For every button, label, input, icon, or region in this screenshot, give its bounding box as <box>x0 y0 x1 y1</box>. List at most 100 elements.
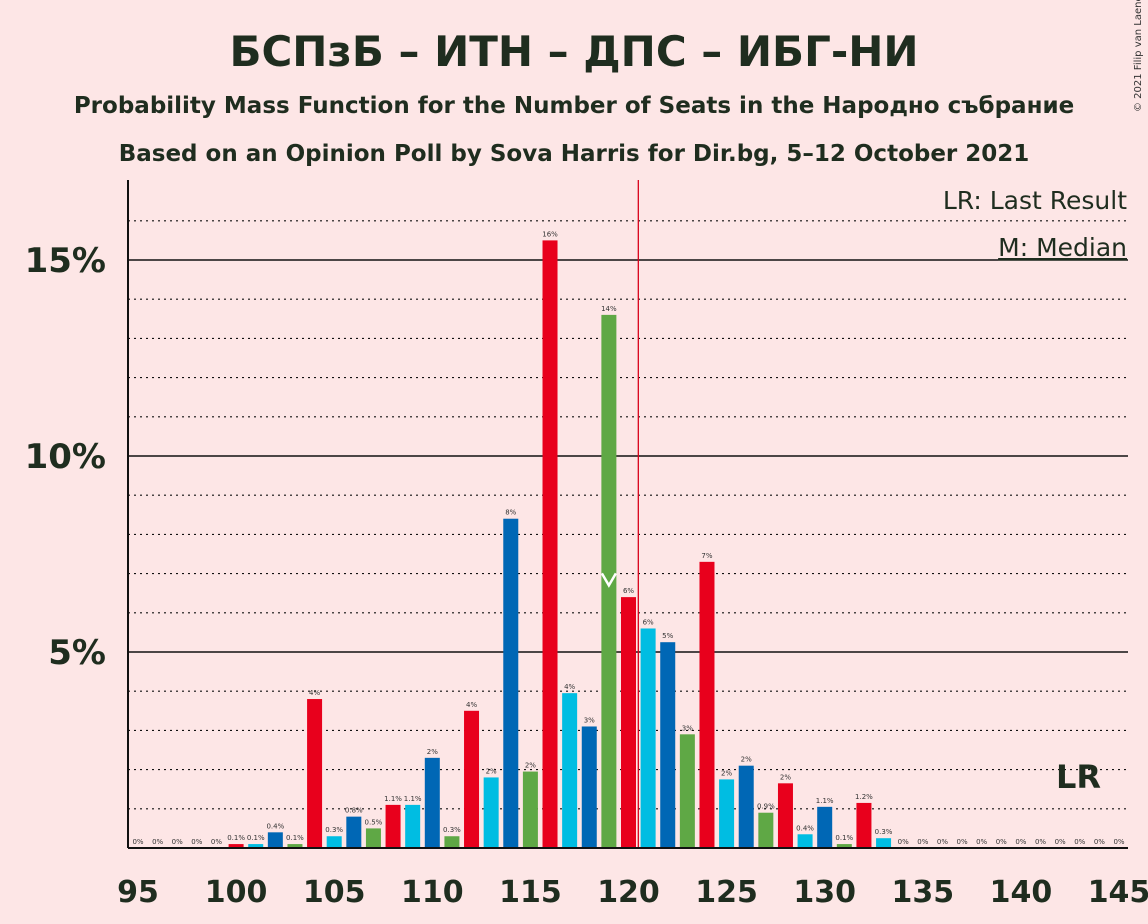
bar-121 <box>640 628 656 848</box>
data-label-128: 2% <box>780 773 791 781</box>
bar-109 <box>405 804 421 848</box>
bar-104 <box>307 699 323 848</box>
data-label-130: 1.1% <box>816 797 834 805</box>
data-label-135: 0% <box>917 838 928 846</box>
x-tick-label: 95 <box>117 875 159 910</box>
data-label-115: 2% <box>525 762 536 770</box>
y-tick-label: 5% <box>48 633 106 673</box>
bar-114 <box>503 518 519 848</box>
bar-124 <box>699 561 715 848</box>
x-tick-label: 100 <box>205 875 268 910</box>
x-tick-label: 120 <box>597 875 660 910</box>
bar-120 <box>621 597 636 848</box>
data-label-107: 0.5% <box>365 818 383 826</box>
data-label-125: 2% <box>721 769 732 777</box>
bar-106 <box>346 816 362 848</box>
data-label-99: 0% <box>211 838 222 846</box>
bar-117 <box>562 693 578 848</box>
data-label-118: 3% <box>584 716 595 724</box>
bar-115 <box>522 771 538 848</box>
axes-layer: 5% 10% 15% 95 100 105 110 115 120 125 130 135 140 145 <box>25 180 1148 910</box>
data-label-127: 0.9% <box>757 803 775 811</box>
data-labels-layer: 0% 0% 0% 0% 0% 0.1% 0.1%0.4%0.1%4%0.3%0.8%0.5%… <box>132 230 1124 846</box>
bar-126 <box>738 765 754 848</box>
data-label-139: 0% <box>996 838 1007 846</box>
data-label-120: 6% <box>623 587 634 595</box>
data-label-129: 0.4% <box>796 824 814 832</box>
data-label-123: 3% <box>682 724 693 732</box>
bar-105 <box>326 836 342 848</box>
copyright-text: © 2021 Filip van Laenen <box>1133 0 1144 112</box>
bar-103 <box>287 844 303 848</box>
x-tick-label: 105 <box>303 875 366 910</box>
x-tick-label: 135 <box>891 875 954 910</box>
bar-118 <box>581 726 597 848</box>
data-label-103: 0.1% <box>286 834 304 842</box>
data-label-110: 2% <box>427 748 438 756</box>
data-label-102: 0.4% <box>266 822 284 830</box>
bar-127 <box>758 812 774 848</box>
bar-133 <box>876 838 892 848</box>
data-label-132: 1.2% <box>855 793 873 801</box>
bar-110 <box>424 757 440 848</box>
data-label-124: 7% <box>701 552 712 560</box>
bar-122 <box>660 642 676 848</box>
legend-last-result: LR: Last Result <box>943 186 1127 215</box>
median-marker <box>600 572 617 588</box>
data-label-136: 0% <box>937 838 948 846</box>
data-label-105: 0.3% <box>325 826 343 834</box>
bar-128 <box>777 783 793 848</box>
data-label-117: 4% <box>564 683 575 691</box>
chart-title: БСПзБ – ИТН – ДПС – ИБГ-НИ <box>229 27 918 76</box>
data-label-108: 1.1% <box>384 795 402 803</box>
bar-130 <box>817 806 833 848</box>
data-label-145: 0% <box>1113 838 1124 846</box>
bar-112 <box>464 710 480 848</box>
x-tick-label: 125 <box>695 875 758 910</box>
x-tick-label: 145 <box>1088 875 1148 910</box>
bar-101 <box>248 844 264 848</box>
data-label-96: 0% <box>152 838 163 846</box>
data-label-100: 0.1% <box>227 834 245 842</box>
data-label-121: 6% <box>643 618 654 626</box>
legend-median: M: Median <box>998 233 1127 262</box>
data-label-141: 0% <box>1035 838 1046 846</box>
data-label-116: 16% <box>542 230 558 238</box>
x-tick-label: 140 <box>990 875 1053 910</box>
x-tick-label: 130 <box>793 875 856 910</box>
data-label-140: 0% <box>1015 838 1026 846</box>
data-label-97: 0% <box>172 838 183 846</box>
data-label-131: 0.1% <box>835 834 853 842</box>
data-label-106: 0.8% <box>345 807 363 815</box>
data-label-95: 0% <box>132 838 143 846</box>
bar-132 <box>856 802 872 848</box>
data-label-111: 0.3% <box>443 826 461 834</box>
bar-129 <box>797 834 813 848</box>
data-label-122: 5% <box>662 632 673 640</box>
bar-107 <box>365 828 381 848</box>
data-label-104: 4% <box>309 689 320 697</box>
bar-131 <box>836 844 852 848</box>
bar-123 <box>679 734 695 848</box>
bars-layer <box>228 180 892 848</box>
data-label-119: 14% <box>601 305 617 313</box>
last-result-marker-label: LR <box>1056 758 1101 796</box>
y-tick-label: 10% <box>25 437 106 477</box>
chart-subtitle: Probability Mass Function for the Number… <box>74 93 1074 119</box>
bar-113 <box>483 777 499 848</box>
data-label-144: 0% <box>1094 838 1105 846</box>
data-label-143: 0% <box>1074 838 1085 846</box>
data-label-98: 0% <box>191 838 202 846</box>
data-label-112: 4% <box>466 701 477 709</box>
bar-102 <box>267 832 283 848</box>
x-tick-label: 115 <box>499 875 562 910</box>
data-label-138: 0% <box>976 838 987 846</box>
data-label-101: 0.1% <box>247 834 265 842</box>
bar-119 <box>601 314 617 848</box>
data-label-137: 0% <box>956 838 967 846</box>
y-tick-label: 15% <box>25 241 106 281</box>
data-label-134: 0% <box>898 838 909 846</box>
chart-subtitle-source: Based on an Opinion Poll by Sova Harris … <box>119 141 1030 167</box>
bar-125 <box>719 779 735 848</box>
